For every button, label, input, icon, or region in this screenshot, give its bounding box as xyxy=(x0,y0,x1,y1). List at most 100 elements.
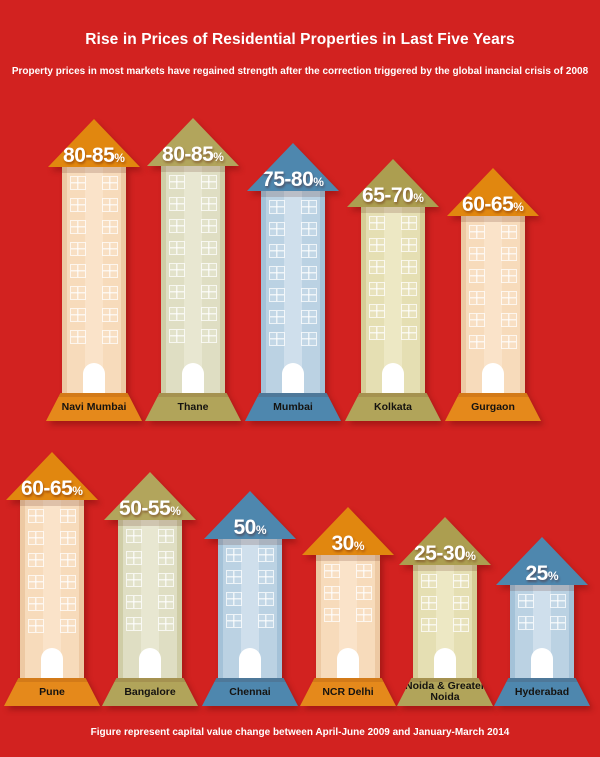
building-navi-mumbai: 80-85% Navi Mumbai xyxy=(46,119,142,421)
window xyxy=(258,570,274,584)
percent-value: 25-30 xyxy=(414,542,466,565)
building-body xyxy=(62,167,126,393)
window xyxy=(421,596,437,610)
building-body xyxy=(218,539,282,678)
window xyxy=(269,200,285,214)
window xyxy=(169,307,185,321)
building-body xyxy=(118,520,182,678)
window xyxy=(550,616,566,630)
window xyxy=(169,285,185,299)
percent-value: 60-65 xyxy=(21,477,73,500)
window xyxy=(269,222,285,236)
percent-value: 25 xyxy=(525,562,548,585)
window xyxy=(401,282,417,296)
window xyxy=(501,335,517,349)
window xyxy=(324,586,340,600)
window xyxy=(60,619,76,633)
percent-label: 25% xyxy=(496,563,588,584)
window xyxy=(126,573,142,587)
windows-grid xyxy=(461,225,525,349)
window xyxy=(269,266,285,280)
building-hyderabad: 25% Hyderabad xyxy=(494,537,590,706)
building-thane: 80-85% Thane xyxy=(145,118,241,421)
roof-arrow: 30% xyxy=(302,507,394,555)
city-label: Kolkata xyxy=(374,400,412,413)
window xyxy=(169,175,185,189)
window xyxy=(102,242,118,256)
window xyxy=(28,575,44,589)
window xyxy=(501,247,517,261)
roof-arrow: 25-30% xyxy=(399,517,491,565)
footnote: Figure represent capital value change be… xyxy=(90,727,510,738)
percent-unit: % xyxy=(353,539,365,553)
window xyxy=(301,310,317,324)
window xyxy=(226,570,242,584)
window xyxy=(301,200,317,214)
percent-value: 50-55 xyxy=(119,497,171,520)
window xyxy=(356,586,372,600)
building-body xyxy=(461,216,525,393)
percent-unit: % xyxy=(513,200,524,214)
window xyxy=(70,264,86,278)
window xyxy=(501,269,517,283)
percent-unit: % xyxy=(255,523,267,537)
roof-arrow: 60-65% xyxy=(6,452,98,500)
windows-grid xyxy=(316,564,380,622)
windows-grid xyxy=(62,176,126,344)
building-ncr-delhi: 30% NCR Delhi xyxy=(300,507,396,706)
building-kolkata: 65-70% Kolkata xyxy=(345,159,441,421)
window xyxy=(369,216,385,230)
window xyxy=(550,594,566,608)
window xyxy=(258,548,274,562)
window xyxy=(301,332,317,346)
door xyxy=(282,363,304,393)
roof-arrow: 65-70% xyxy=(347,159,439,207)
percent-label: 30% xyxy=(302,533,394,554)
city-label: Hyderabad xyxy=(514,685,570,698)
city-label: Thane xyxy=(177,400,209,413)
window xyxy=(70,242,86,256)
percent-value: 60-65 xyxy=(462,193,514,216)
window xyxy=(158,595,174,609)
window xyxy=(102,264,118,278)
building-base: NCR Delhi xyxy=(300,678,396,706)
percent-label: 50% xyxy=(204,517,296,538)
window xyxy=(469,247,485,261)
percent-unit: % xyxy=(547,569,559,583)
door xyxy=(139,648,161,678)
percent-unit: % xyxy=(413,191,424,205)
windows-grid xyxy=(413,574,477,632)
building-body xyxy=(510,585,574,678)
window xyxy=(258,592,274,606)
door xyxy=(434,648,456,678)
percent-label: 65-70% xyxy=(347,185,439,206)
window xyxy=(158,529,174,543)
window xyxy=(453,574,469,588)
window xyxy=(169,263,185,277)
window xyxy=(469,225,485,239)
city-label: NCR Delhi xyxy=(322,685,374,698)
window xyxy=(169,329,185,343)
window xyxy=(158,617,174,631)
window xyxy=(158,551,174,565)
window xyxy=(301,288,317,302)
window xyxy=(126,595,142,609)
percent-value: 80-85 xyxy=(63,144,115,167)
percent-unit: % xyxy=(72,484,83,498)
window xyxy=(126,617,142,631)
window xyxy=(102,220,118,234)
window xyxy=(501,313,517,327)
window xyxy=(269,288,285,302)
window xyxy=(70,220,86,234)
window xyxy=(226,614,242,628)
percent-value: 50 xyxy=(233,516,256,539)
window xyxy=(401,238,417,252)
building-body xyxy=(261,191,325,393)
building-base: Noida & Greater Noida xyxy=(397,678,493,706)
roof-arrow: 50% xyxy=(204,491,296,539)
window xyxy=(60,597,76,611)
window xyxy=(369,304,385,318)
windows-grid xyxy=(361,216,425,340)
window xyxy=(102,176,118,190)
window xyxy=(356,608,372,622)
